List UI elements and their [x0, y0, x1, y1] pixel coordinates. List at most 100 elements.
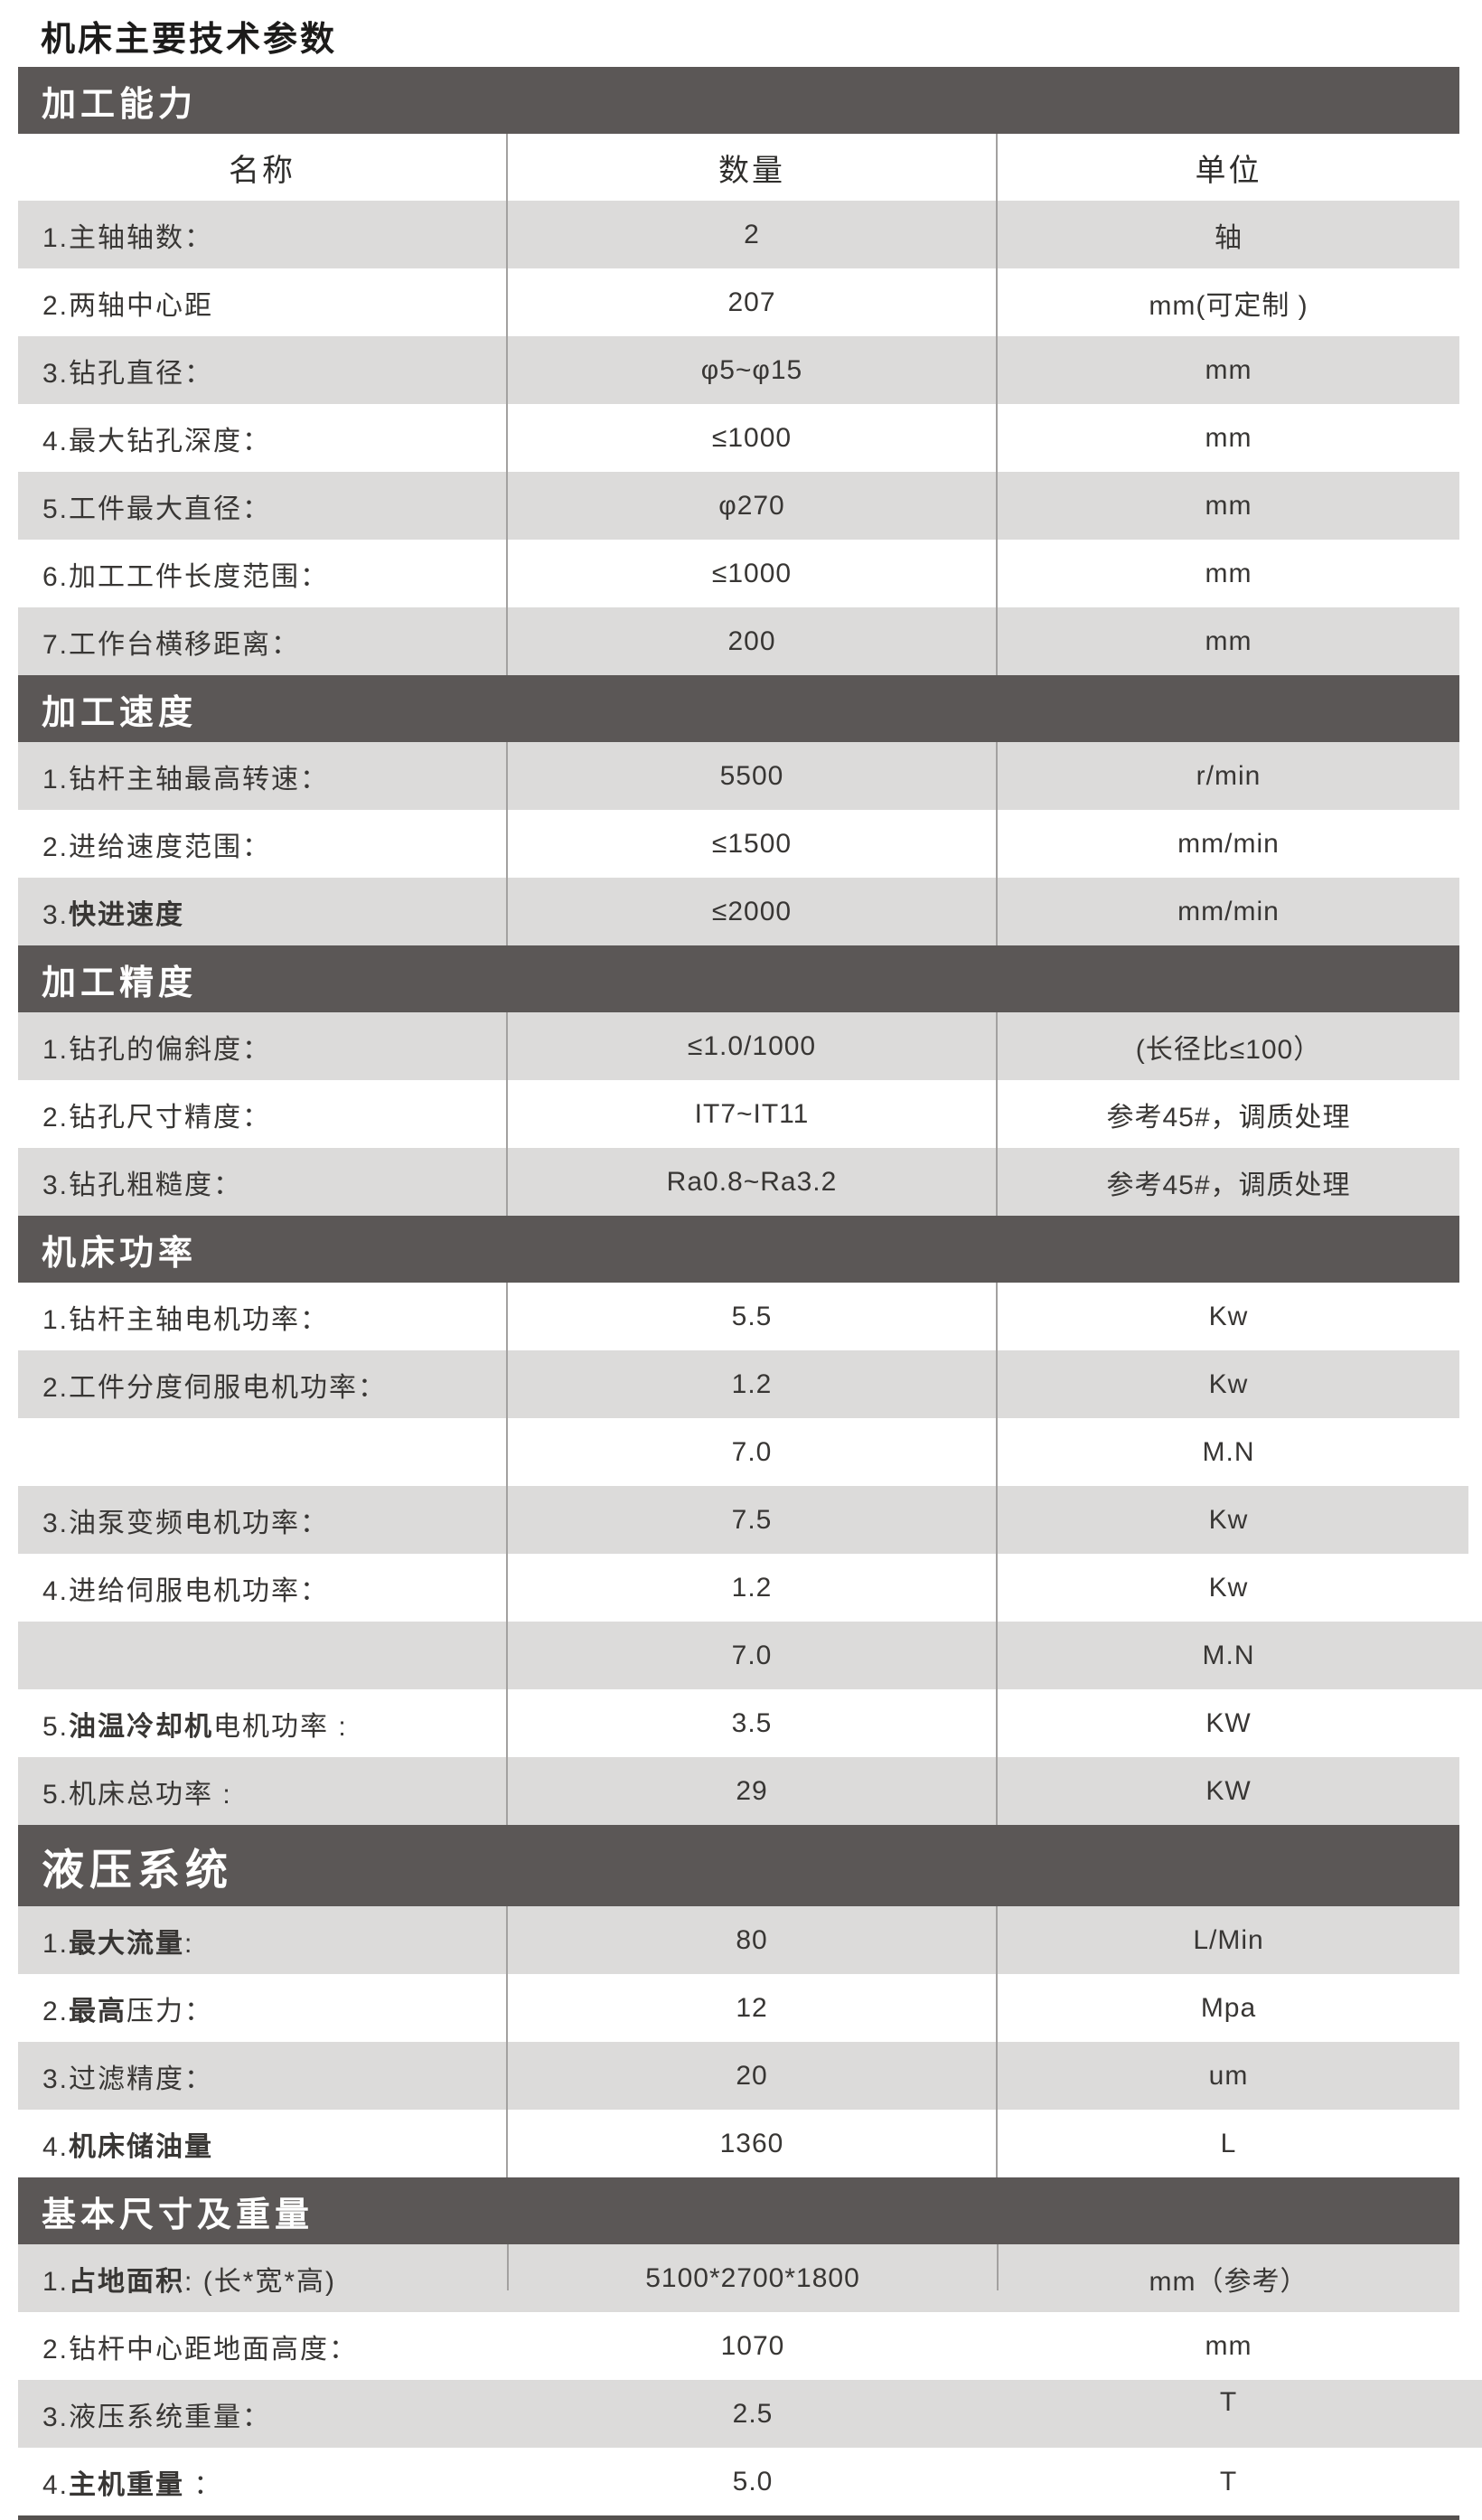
param-value-cell: 7.5 — [508, 1486, 998, 1554]
param-value-cell: 1.2 — [508, 1554, 998, 1622]
table-row: 5.工件最大直径： φ270 mm — [18, 472, 1459, 540]
param-value: 200 — [727, 625, 776, 656]
param-value: 1.2 — [731, 1368, 773, 1399]
param-unit: 参考45#，调质处理 — [1106, 1102, 1351, 1133]
param-name: 6.加工工件长度范围： — [42, 561, 330, 592]
table-row: 7.0 M.N — [18, 1622, 1482, 1689]
param-name: 3.钻孔粗糙度： — [42, 1170, 243, 1200]
param-value-cell: 7.0 — [508, 1418, 998, 1486]
param-name-segment: 机床储油量 — [69, 2131, 214, 2162]
param-unit-cell: L — [998, 2110, 1459, 2177]
param-name-cell: 4.进给伺服电机功率： — [18, 1554, 508, 1622]
param-unit-cell: mm(可定制 ) — [998, 268, 1459, 336]
param-value: ≤1500 — [711, 828, 793, 859]
param-value-cell: Ra0.8~Ra3.2 — [508, 1148, 998, 1216]
section-header: 加工精度 — [18, 945, 1459, 1012]
section-title: 加工速度 — [42, 693, 198, 732]
param-name: 7.工作台横移距离： — [42, 629, 301, 660]
param-name: 3.快进速度 — [42, 892, 184, 932]
column-header-row: 名称 数量 单位 — [18, 134, 1459, 201]
param-name: 4.最大钻孔深度： — [42, 426, 272, 456]
param-value: 20 — [736, 2060, 768, 2091]
section-title: 加工能力 — [42, 85, 198, 124]
param-value-cell: 3.5 — [508, 1689, 998, 1757]
param-unit-cell: mm/min — [998, 810, 1459, 878]
param-value: 3.5 — [731, 1707, 773, 1738]
table-row: 4.最大钻孔深度： ≤1000 mm — [18, 404, 1459, 472]
table-row: 2.钻孔尺寸精度： IT7~IT11 参考45#，调质处理 — [18, 1080, 1459, 1148]
param-name: 4.进给伺服电机功率： — [42, 1575, 330, 1606]
param-name-segment: 最高 — [69, 1996, 127, 2026]
column-header-qty-cell: 数量 — [508, 134, 998, 201]
param-unit: 轴 — [1215, 222, 1243, 253]
param-unit: 参考45#，调质处理 — [1106, 1170, 1351, 1200]
param-name-segment: 最大流量 — [69, 1928, 185, 1959]
param-name: 5.工件最大直径： — [42, 494, 272, 524]
param-value-cell: 2 — [508, 201, 998, 268]
param-value-cell: ≤1.0/1000 — [508, 1012, 998, 1080]
param-value-cell: 207 — [508, 268, 998, 336]
param-unit: (长径比≤100） — [1135, 1034, 1322, 1065]
param-name-cell: 2.最高压力： — [18, 1974, 508, 2042]
param-unit: mm（参考） — [1149, 2266, 1308, 2297]
page-title: 机床主要技术参数 — [41, 21, 338, 60]
param-unit-cell: KW — [998, 1689, 1459, 1757]
table-row: 6.加工工件长度范围： ≤1000 mm — [18, 540, 1459, 607]
param-unit: mm — [1205, 422, 1252, 453]
param-name: 1.主轴轴数： — [42, 222, 214, 253]
param-name-segment: ： — [184, 2469, 223, 2500]
param-name-cell: 5.工件最大直径： — [18, 472, 508, 540]
param-unit-cell: mm（参考） — [998, 2244, 1459, 2312]
param-value-cell: 1360 — [508, 2110, 998, 2177]
param-unit-cell: um — [998, 2042, 1459, 2110]
param-name-cell — [18, 1418, 508, 1486]
param-unit: Kw — [1208, 1368, 1249, 1399]
param-unit-cell: T — [998, 2380, 1459, 2448]
section-title: 机床功率 — [42, 1234, 198, 1273]
param-name-cell: 5.油温冷却机电机功率 : — [18, 1689, 508, 1757]
param-unit: mm — [1205, 625, 1252, 656]
param-name: 5.油温冷却机电机功率 : — [42, 1704, 348, 1744]
param-unit-cell: mm — [998, 607, 1459, 675]
param-name-cell: 3.液压系统重量： — [18, 2380, 508, 2448]
param-unit-cell: Mpa — [998, 1974, 1459, 2042]
param-name-segment: 4. — [42, 2131, 70, 2162]
param-unit: L — [1220, 2128, 1237, 2158]
table-row: 3.钻孔直径： φ5~φ15 mm — [18, 336, 1459, 404]
param-value-cell: 5.5 — [508, 1283, 998, 1350]
param-name-cell: 1.钻孔的偏斜度： — [18, 1012, 508, 1080]
param-name-segment: 5. — [42, 1711, 70, 1742]
param-name: 2.钻孔尺寸精度： — [42, 1102, 272, 1133]
param-name: 4.主机重量 ： — [42, 2462, 222, 2502]
table-row: 1.最大流量: 80 L/Min — [18, 1906, 1459, 1974]
spec-table: 加工能力 名称 数量 单位 1.主轴轴数： 2 轴 2.两轴中心距 207 mm(可定制 ) 3.钻… — [18, 67, 1482, 2520]
param-value-cell: 20 — [508, 2042, 998, 2110]
param-unit: mm(可定制 ) — [1149, 290, 1308, 321]
param-unit: mm — [1205, 354, 1252, 385]
section-header: 加工速度 — [18, 675, 1459, 742]
section-title: 加工精度 — [42, 964, 198, 1002]
param-name-segment: 1. — [42, 2266, 70, 2297]
section-title: 液压系统 — [42, 1845, 233, 1894]
param-value-cell: 1.2 — [508, 1350, 998, 1418]
param-value: φ270 — [718, 490, 785, 521]
param-value-cell: 200 — [508, 607, 998, 675]
param-value: 80 — [736, 1924, 768, 1955]
param-name-cell: 2.钻孔尺寸精度： — [18, 1080, 508, 1148]
param-name: 1.最大流量: — [42, 1921, 193, 1961]
param-value: 1.2 — [731, 1572, 773, 1603]
param-value-cell: φ270 — [508, 472, 998, 540]
param-unit: mm/min — [1177, 828, 1280, 859]
param-name: 2.钻杆中心距地面高度： — [42, 2334, 359, 2365]
param-unit-cell: L/Min — [998, 1906, 1459, 1974]
param-name-cell: 3.油泵变频电机功率： — [18, 1486, 508, 1554]
param-name-cell: 2.进给速度范围： — [18, 810, 508, 878]
param-name-cell: 3.过滤精度： — [18, 2042, 508, 2110]
param-value-cell: 5100*2700*1800 — [508, 2244, 999, 2312]
param-value-cell: 12 — [508, 1974, 998, 2042]
param-unit-cell: mm — [998, 540, 1459, 607]
column-header-name: 名称 — [229, 153, 295, 188]
param-value: 12 — [736, 1992, 768, 2023]
param-unit: um — [1208, 2060, 1249, 2091]
param-value-cell: 29 — [508, 1757, 998, 1825]
